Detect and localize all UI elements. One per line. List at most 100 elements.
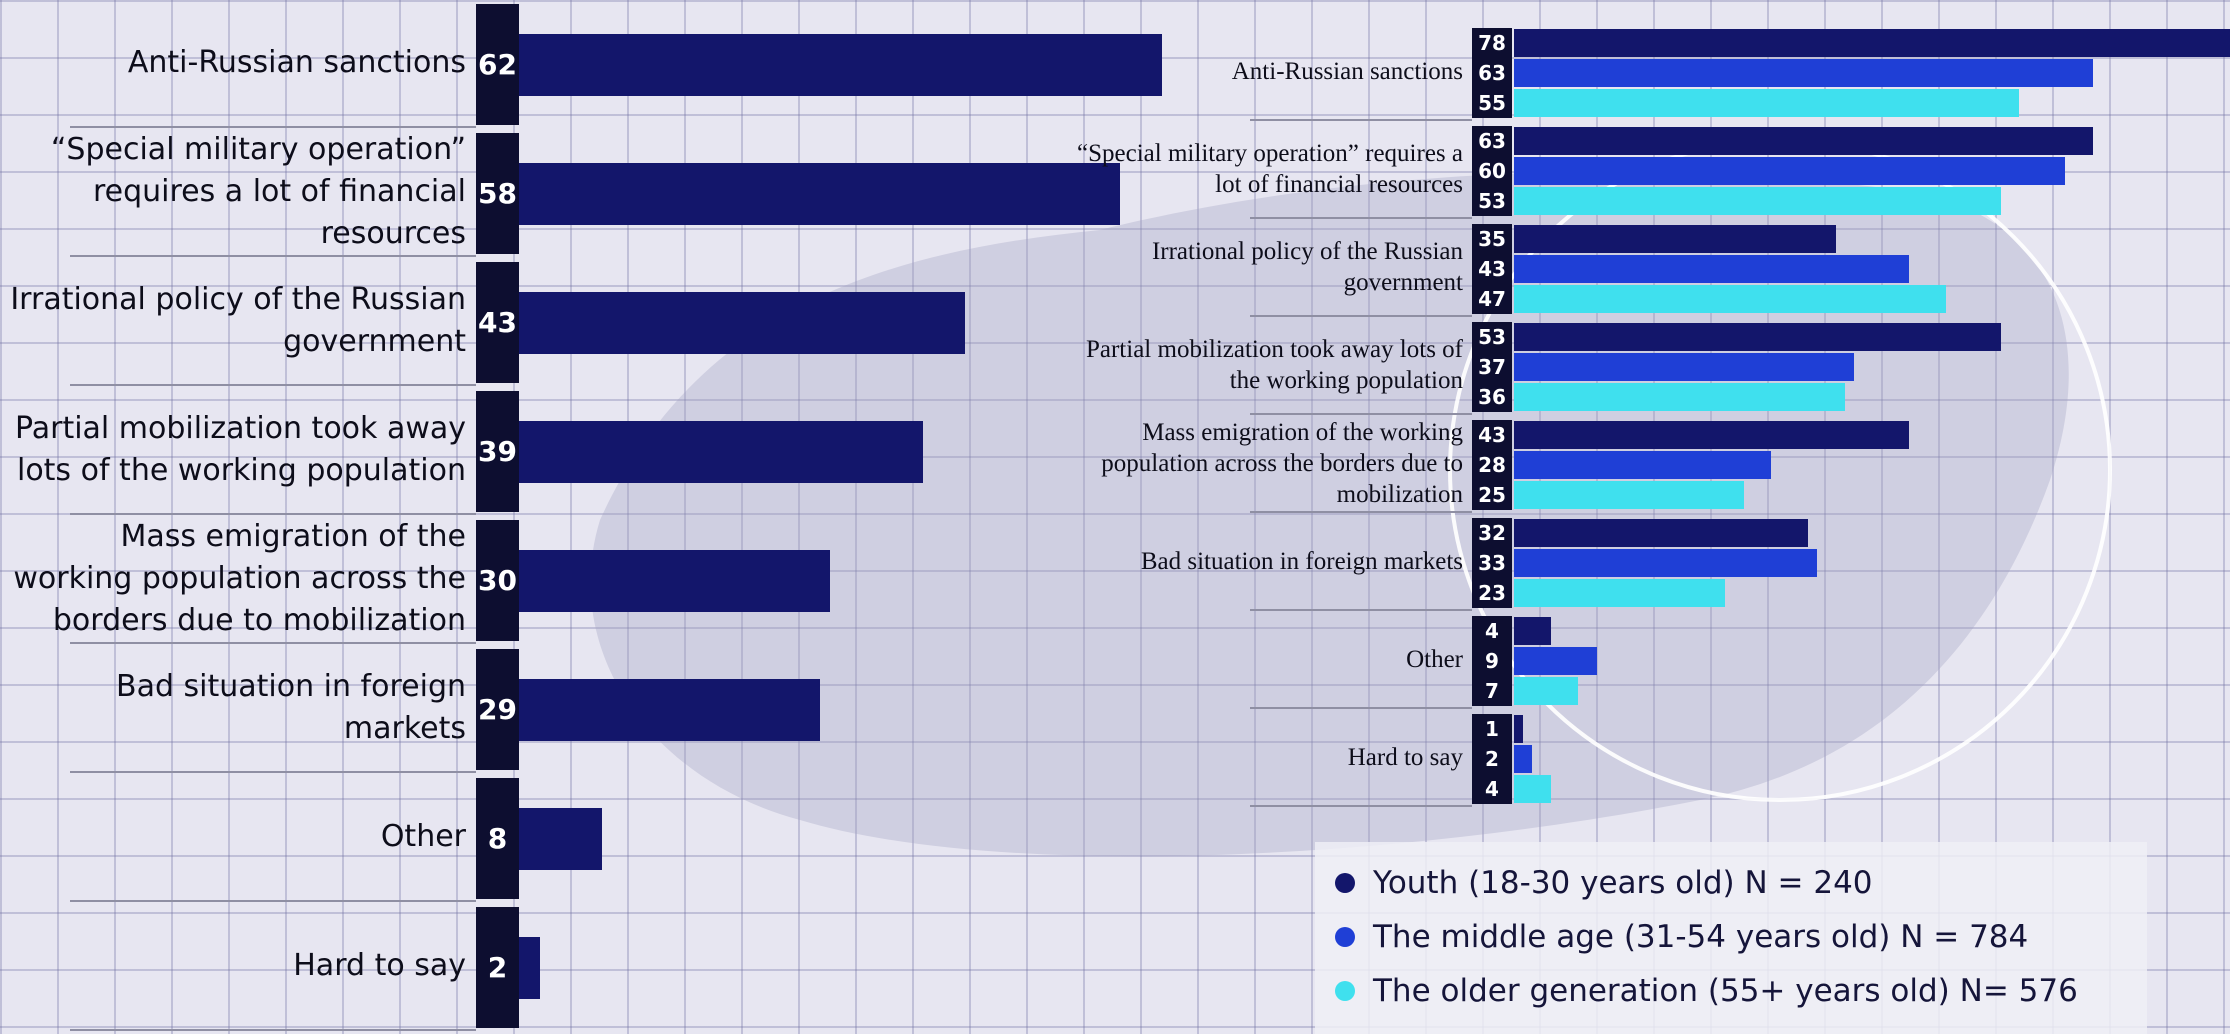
number-column (476, 649, 519, 770)
separator (1250, 315, 1472, 317)
legend-swatch (1335, 927, 1355, 947)
value-label: 63 (1472, 58, 1512, 88)
separator (70, 255, 476, 257)
bar (1514, 549, 1818, 577)
bar (1514, 579, 1726, 607)
value-label: 35 (1472, 224, 1512, 254)
bar (1514, 285, 1946, 313)
separator (70, 513, 476, 515)
number-column (476, 391, 519, 512)
value-label: 53 (1472, 322, 1512, 352)
legend-swatch (1335, 981, 1355, 1001)
bar (519, 936, 540, 999)
bar (1514, 225, 1836, 253)
value-label: 43 (478, 306, 517, 339)
value-label: 23 (1472, 578, 1512, 608)
bar (1514, 255, 1910, 283)
number-column (476, 520, 519, 641)
separator (1250, 217, 1472, 219)
bar (1514, 29, 2230, 57)
legend-item: Youth (18-30 years old) N = 240 (1335, 856, 2127, 910)
value-label: 47 (1472, 284, 1512, 314)
legend-swatch (1335, 873, 1355, 893)
legend-item: The middle age (31-54 years old) N = 784 (1335, 910, 2127, 964)
category-label: Hard to say (1347, 743, 1463, 771)
separator (70, 126, 476, 128)
bar (519, 678, 820, 741)
value-label: 78 (1472, 28, 1512, 58)
legend-label: The older generation (55+ years old) N= … (1373, 973, 2078, 1009)
category-label: Anti-Russian sanctions (127, 44, 466, 80)
separator (1250, 119, 1472, 121)
value-label: 9 (1472, 646, 1512, 676)
category-label: Irrational policy of the Russian governm… (10, 281, 466, 359)
bar (1514, 421, 1910, 449)
bar (1514, 481, 1744, 509)
value-label: 43 (1472, 254, 1512, 284)
legend-item: The older generation (55+ years old) N= … (1335, 964, 2127, 1018)
category-label: Partial mobilization took away lots of t… (14, 410, 466, 488)
bar (1514, 775, 1551, 803)
category-label: Bad situation in foreign markets (1140, 547, 1463, 575)
category-label: Anti-Russian sanctions (1231, 57, 1463, 85)
bar (1514, 647, 1597, 675)
number-column (476, 262, 519, 383)
number-column (476, 4, 519, 125)
value-label: 37 (1472, 352, 1512, 382)
value-label: 63 (1472, 126, 1512, 156)
separator (1250, 511, 1472, 513)
category-label: Hard to say (293, 947, 466, 983)
bar (1514, 353, 1855, 381)
value-label: 55 (1472, 88, 1512, 118)
number-column (476, 907, 519, 1028)
category-label: Other (1406, 645, 1463, 673)
value-label: 33 (1472, 548, 1512, 578)
value-label: 25 (1472, 480, 1512, 510)
separator (1250, 609, 1472, 611)
separator (1250, 805, 1472, 807)
value-label: 32 (1472, 518, 1512, 548)
legend-label: The middle age (31-54 years old) N = 784 (1373, 919, 2029, 955)
bar (1514, 127, 2093, 155)
bar (1514, 617, 1551, 645)
value-label: 60 (1472, 156, 1512, 186)
separator (70, 384, 476, 386)
value-label: 4 (1472, 774, 1512, 804)
category-label: Bad situation in foreign markets (116, 668, 466, 746)
value-label: 28 (1472, 450, 1512, 480)
value-label: 2 (1472, 744, 1512, 774)
category-label: “Special military operation” requires a … (50, 131, 466, 251)
separator (1250, 707, 1472, 709)
value-label: 43 (1472, 420, 1512, 450)
category-label: Partial mobilization took away lots of t… (1085, 336, 1463, 394)
bar (1514, 451, 1772, 479)
separator (70, 771, 476, 773)
legend-label: Youth (18-30 years old) N = 240 (1373, 865, 1873, 901)
bar (1514, 715, 1524, 743)
separator (70, 900, 476, 902)
value-label: 1 (1472, 714, 1512, 744)
value-label: 36 (1472, 382, 1512, 412)
category-label: Mass emigration of the working populatio… (13, 518, 466, 638)
value-label: 8 (487, 822, 508, 855)
bar (1514, 519, 1809, 547)
bar (519, 549, 831, 612)
category-label: Irrational policy of the Russian governm… (1151, 238, 1463, 296)
category-label: “Special military operation” requires a … (1077, 140, 1463, 198)
bar (1514, 745, 1533, 773)
bar (519, 33, 1162, 96)
legend: Youth (18-30 years old) N = 240 The middl… (1315, 842, 2147, 1034)
value-label: 39 (478, 435, 517, 468)
bar (519, 291, 965, 354)
bar (519, 420, 924, 483)
bar (1514, 59, 2093, 87)
bar (1514, 677, 1579, 705)
separator (70, 1029, 476, 1031)
value-label: 7 (1472, 676, 1512, 706)
number-column (476, 778, 519, 899)
bar (1514, 187, 2002, 215)
bar (1514, 157, 2066, 185)
value-label: 58 (478, 177, 517, 210)
bar (519, 807, 602, 870)
